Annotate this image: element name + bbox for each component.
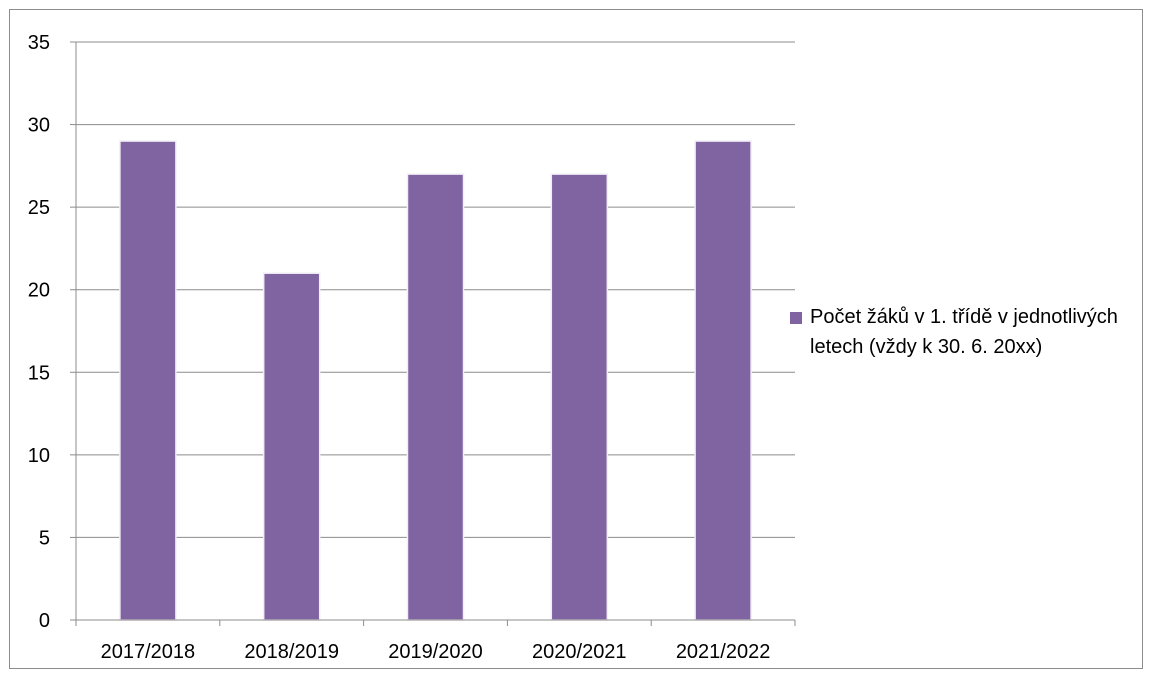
y-tick-label: 25 bbox=[28, 197, 50, 219]
x-tick-label: 2020/2021 bbox=[532, 641, 627, 663]
x-tick-label: 2019/2020 bbox=[388, 641, 483, 663]
y-tick-label: 30 bbox=[28, 115, 50, 137]
bar bbox=[550, 173, 609, 621]
x-tick-labels: 2017/2018 2018/2019 2019/2020 2020/2021 2021… bbox=[101, 641, 771, 663]
bar bbox=[406, 173, 465, 621]
legend-swatch bbox=[790, 312, 802, 324]
y-tick-label: 0 bbox=[39, 610, 50, 632]
x-tick-label: 2021/2022 bbox=[676, 641, 771, 663]
x-tick-label: 2018/2019 bbox=[244, 641, 339, 663]
bar bbox=[119, 140, 177, 621]
bars bbox=[119, 140, 752, 621]
y-tick-label: 10 bbox=[28, 445, 50, 467]
axes bbox=[70, 41, 796, 626]
legend-label: Počet žáků v 1. třídě v jednotlivých let… bbox=[810, 306, 1118, 358]
bar bbox=[262, 272, 321, 621]
y-tick-label: 15 bbox=[28, 362, 50, 384]
y-tick-labels: 0 5 10 15 20 25 30 35 bbox=[28, 32, 50, 632]
y-tick-label: 35 bbox=[28, 32, 50, 54]
y-tick-label: 5 bbox=[39, 527, 50, 549]
legend: Počet žáků v 1. třídě v jednotlivých let… bbox=[790, 302, 1120, 362]
bar bbox=[694, 140, 752, 621]
x-tick-label: 2017/2018 bbox=[101, 641, 196, 663]
y-tick-label: 20 bbox=[28, 280, 50, 302]
